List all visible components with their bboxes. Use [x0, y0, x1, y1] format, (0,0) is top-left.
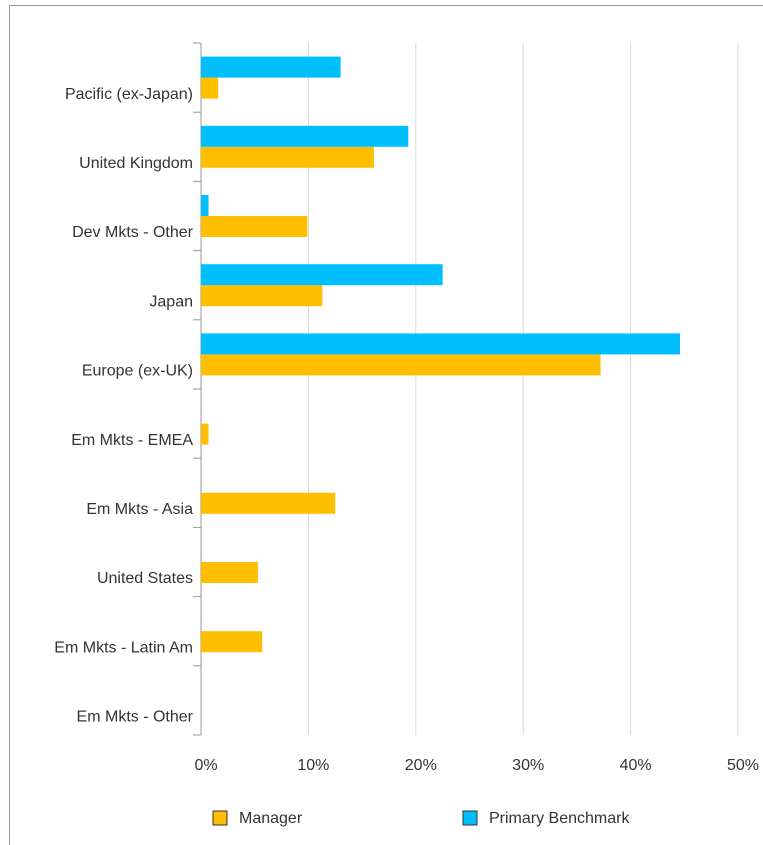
y-tick-label: Dev Mkts - Other: [72, 224, 194, 241]
y-tick-label: Japan: [149, 293, 193, 310]
x-tick-label: 50%: [727, 757, 759, 774]
y-tick-label: Em Mkts - Latin Am: [54, 639, 193, 656]
bar: [201, 146, 374, 168]
y-tick-label: Em Mkts - EMEA: [71, 432, 193, 449]
legend-label: Manager: [239, 810, 303, 827]
y-tick-label: Em Mkts - Other: [77, 709, 194, 726]
bar: [201, 354, 601, 376]
y-tick-label: Europe (ex-UK): [82, 363, 193, 380]
bar: [201, 264, 443, 286]
bar: [201, 216, 308, 237]
bar: [201, 56, 341, 78]
y-tick-label: United States: [97, 570, 193, 587]
bar: [201, 125, 409, 147]
legend-swatch: [462, 810, 478, 826]
frame: [9, 5, 763, 845]
x-tick-label: 40%: [620, 757, 652, 774]
x-tick-label: 20%: [405, 757, 437, 774]
bar: [201, 77, 219, 99]
x-tick-label: 0%: [194, 757, 217, 774]
bar: [201, 631, 263, 653]
y-tick-label: Em Mkts - Asia: [86, 501, 193, 518]
x-tick-label: 30%: [512, 757, 544, 774]
bar: [201, 285, 323, 307]
legend-label: Primary Benchmark: [489, 810, 630, 827]
bar: [201, 423, 209, 445]
legend-swatch: [212, 810, 228, 826]
y-tick-label: Pacific (ex-Japan): [65, 86, 193, 103]
bar: [201, 492, 336, 514]
x-tick-label: 10%: [297, 757, 329, 774]
bar: [201, 333, 681, 355]
y-tick-label: United Kingdom: [79, 155, 193, 172]
bar: [201, 195, 209, 216]
bar: [201, 562, 258, 583]
